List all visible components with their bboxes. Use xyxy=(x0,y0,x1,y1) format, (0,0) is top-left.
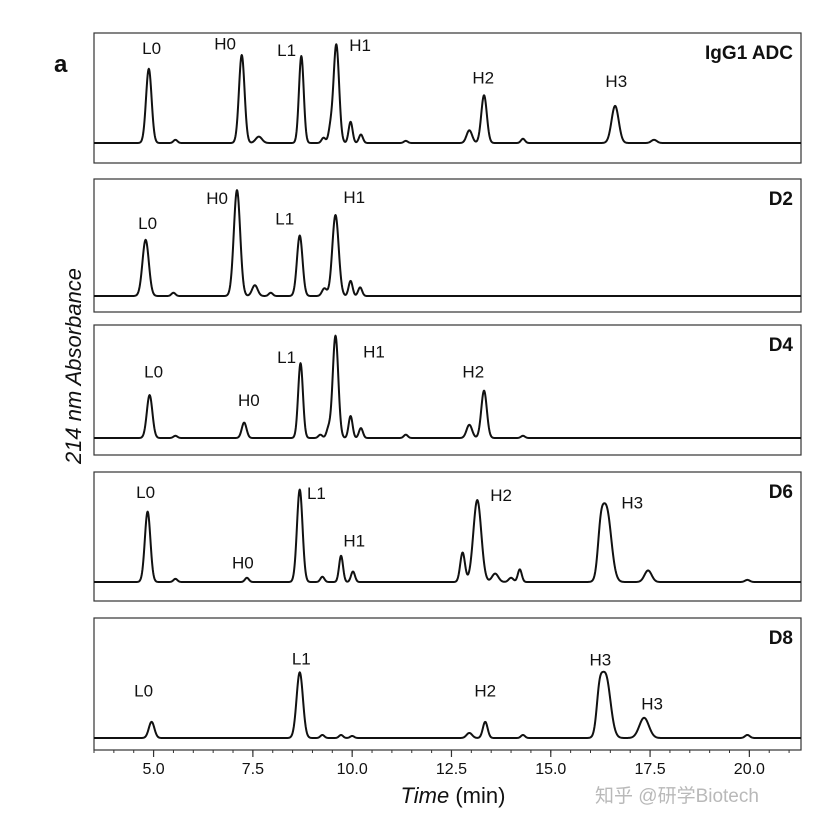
panels-group: IgG1 ADC L0 H0 L1 H1 H2 H3 D2 L0 H0 L1 H1 D4 L0 H0 L1 H1… xyxy=(93,32,802,751)
panel-frame xyxy=(93,32,802,164)
peak-label: L0 xyxy=(144,363,163,382)
peak-label: L0 xyxy=(134,682,153,701)
chromatogram-trace xyxy=(93,189,802,297)
peak-label: L0 xyxy=(136,483,155,502)
peak-label: H2 xyxy=(472,69,494,88)
chromatogram-trace xyxy=(93,43,802,144)
peak-label: H0 xyxy=(206,189,228,208)
peak-label: H0 xyxy=(238,391,260,410)
x-tick-label: 17.5 xyxy=(634,761,665,778)
x-axis-label-unit: (min) xyxy=(455,783,505,808)
panel-name: D8 xyxy=(769,628,793,649)
peak-label: H3 xyxy=(605,72,627,91)
panel-name: D4 xyxy=(769,335,794,356)
peak-label: H1 xyxy=(343,188,365,207)
x-axis-label: Time (min) xyxy=(401,783,506,808)
panel-name: D2 xyxy=(769,189,793,210)
peak-label: L1 xyxy=(275,210,294,229)
panel-frame xyxy=(93,324,802,456)
peak-label: H2 xyxy=(474,682,496,701)
x-tick-label: 15.0 xyxy=(535,761,566,778)
y-axis-label: 214 nm Absorbance xyxy=(61,268,86,465)
x-tick-label: 10.0 xyxy=(337,761,368,778)
panel-3: D4 L0 H0 L1 H1 H2 xyxy=(93,324,802,456)
peak-label: H1 xyxy=(363,343,385,362)
peak-label: H3 xyxy=(590,650,612,669)
peak-label: L0 xyxy=(138,214,157,233)
chromatogram-trace xyxy=(93,488,802,583)
peak-label: L1 xyxy=(307,484,326,503)
panel-1: IgG1 ADC L0 H0 L1 H1 H2 H3 xyxy=(93,32,802,164)
peak-label: H2 xyxy=(490,486,512,505)
peak-label: L0 xyxy=(142,39,161,58)
panel-5: D8 L0 L1 H2 H3 H3 xyxy=(93,617,802,751)
panel-frame xyxy=(93,617,802,751)
x-tick-label: 7.5 xyxy=(242,761,264,778)
x-axis-label-italic: Time xyxy=(401,783,450,808)
watermark: 知乎 @研学Biotech xyxy=(595,785,759,807)
peak-label: H1 xyxy=(343,531,365,550)
peak-label: H0 xyxy=(214,35,236,54)
x-tick-label: 20.0 xyxy=(734,761,765,778)
peak-label: H2 xyxy=(462,363,484,382)
chromatogram-trace xyxy=(93,670,802,739)
x-tick-label: 5.0 xyxy=(142,761,164,778)
y-axis-label-text: 214 nm Absorbance xyxy=(61,268,86,465)
chromatogram-trace xyxy=(93,334,802,439)
peak-label: L1 xyxy=(292,649,311,668)
panel-name: D6 xyxy=(769,482,793,503)
panel-4: D6 L0 H0 L1 H1 H2 H3 xyxy=(93,471,802,602)
x-tick-label: 12.5 xyxy=(436,761,467,778)
peak-label: H3 xyxy=(621,494,643,513)
peak-label: L1 xyxy=(277,348,296,367)
peak-label: H3 xyxy=(641,695,663,714)
figure-letter: a xyxy=(54,51,68,78)
x-axis: 5.0 7.5 10.0 12.5 15.0 17.5 20.0 xyxy=(93,750,790,778)
peak-label: H0 xyxy=(232,553,254,572)
peak-label: H1 xyxy=(349,36,371,55)
panel-frame xyxy=(93,178,802,313)
panel-name: IgG1 ADC xyxy=(705,43,793,64)
peak-label: L1 xyxy=(277,41,296,60)
panel-2: D2 L0 H0 L1 H1 xyxy=(93,178,802,313)
panel-frame xyxy=(93,471,802,602)
